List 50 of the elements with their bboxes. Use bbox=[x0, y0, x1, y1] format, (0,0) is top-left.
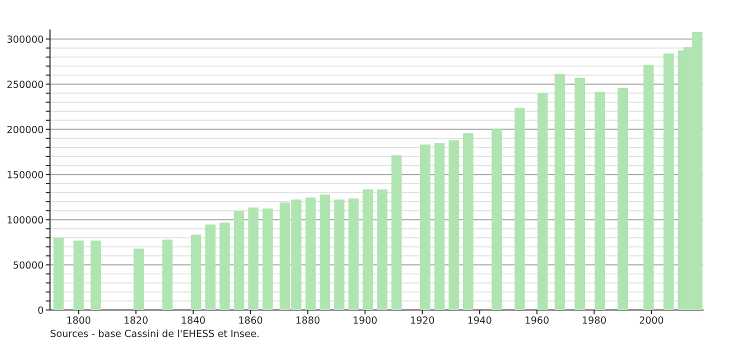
bar bbox=[514, 108, 525, 310]
bar bbox=[162, 240, 173, 310]
y-tick-label: 300000 bbox=[7, 36, 44, 43]
bar bbox=[362, 189, 374, 310]
x-tick-label: 1800 bbox=[67, 316, 90, 324]
y-tick-label: 200000 bbox=[7, 126, 44, 134]
bar bbox=[334, 199, 344, 310]
bar bbox=[434, 143, 445, 310]
y-tick-label: 100000 bbox=[8, 216, 44, 224]
y-tick-label: 0 bbox=[38, 306, 44, 314]
x-tick-label: 1840 bbox=[182, 316, 205, 324]
bar bbox=[554, 74, 565, 310]
x-tick-label: 2000 bbox=[640, 316, 664, 324]
bar bbox=[205, 224, 216, 310]
x-tick-label: 1880 bbox=[296, 316, 320, 324]
bar bbox=[53, 238, 64, 310]
bar bbox=[462, 133, 474, 310]
bar bbox=[320, 194, 330, 310]
x-tick-label: 1940 bbox=[468, 316, 492, 324]
x-tick-label: 1960 bbox=[526, 316, 549, 324]
bar bbox=[594, 92, 606, 310]
bar bbox=[574, 78, 585, 310]
x-tick-label: 1980 bbox=[582, 316, 606, 324]
bar bbox=[448, 140, 459, 310]
bar bbox=[618, 88, 628, 310]
bar bbox=[220, 222, 230, 310]
x-tick-label: 1920 bbox=[411, 316, 434, 324]
y-tick-label: 150000 bbox=[8, 170, 44, 178]
bar bbox=[537, 92, 548, 310]
bar bbox=[391, 155, 402, 310]
x-tick-label: 1860 bbox=[239, 316, 262, 324]
bar bbox=[643, 64, 654, 310]
bar bbox=[377, 189, 388, 310]
bar bbox=[134, 248, 144, 310]
bar bbox=[492, 129, 502, 310]
bar bbox=[305, 197, 316, 310]
bar bbox=[190, 234, 202, 310]
y-tick-label: 50000 bbox=[14, 261, 44, 269]
bar bbox=[420, 144, 430, 310]
bar bbox=[73, 240, 84, 310]
bar bbox=[234, 211, 244, 310]
bar bbox=[262, 208, 273, 310]
bar bbox=[348, 198, 359, 310]
x-tick-label: 1900 bbox=[354, 316, 377, 324]
x-tick-label: 1820 bbox=[124, 316, 148, 324]
source-note: Sources - base Cassini de l'EHESS et Insee. bbox=[50, 330, 259, 338]
bar bbox=[663, 53, 674, 310]
bar bbox=[248, 207, 258, 310]
y-tick-label: 250000 bbox=[7, 80, 44, 88]
bar bbox=[90, 240, 101, 310]
